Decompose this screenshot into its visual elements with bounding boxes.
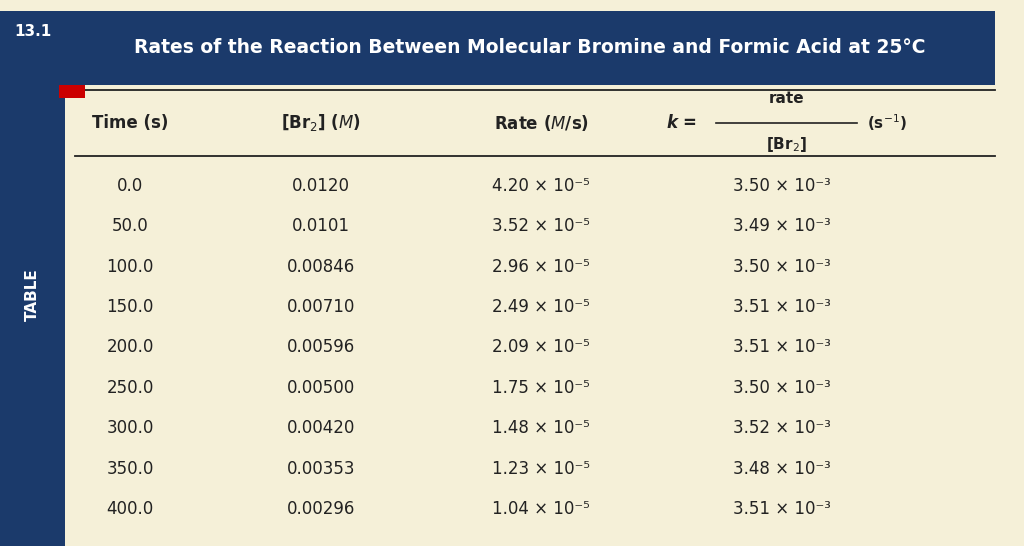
Text: 150.0: 150.0 bbox=[106, 298, 154, 316]
Text: 50.0: 50.0 bbox=[112, 217, 148, 235]
Text: (s$^{-1}$): (s$^{-1}$) bbox=[866, 112, 907, 133]
FancyBboxPatch shape bbox=[66, 85, 1002, 546]
Text: 200.0: 200.0 bbox=[106, 339, 154, 357]
Text: [Br$_2$] ($\it{M}$): [Br$_2$] ($\it{M}$) bbox=[281, 112, 360, 133]
Text: 3.48 × 10⁻³: 3.48 × 10⁻³ bbox=[733, 460, 830, 478]
Text: 3.50 × 10⁻³: 3.50 × 10⁻³ bbox=[733, 258, 830, 276]
Text: 350.0: 350.0 bbox=[106, 460, 154, 478]
Text: 4.20 × 10⁻⁵: 4.20 × 10⁻⁵ bbox=[493, 177, 590, 195]
Text: rate: rate bbox=[769, 91, 805, 106]
Text: [Br$_2$]: [Br$_2$] bbox=[766, 135, 807, 154]
Text: Time (s): Time (s) bbox=[92, 114, 169, 132]
Text: 250.0: 250.0 bbox=[106, 379, 154, 397]
Text: 3.51 × 10⁻³: 3.51 × 10⁻³ bbox=[732, 298, 830, 316]
Text: 0.00596: 0.00596 bbox=[287, 339, 354, 357]
Text: 100.0: 100.0 bbox=[106, 258, 154, 276]
Text: Rate ($\it{M}$/s): Rate ($\it{M}$/s) bbox=[494, 113, 589, 133]
Text: 1.75 × 10⁻⁵: 1.75 × 10⁻⁵ bbox=[493, 379, 590, 397]
FancyBboxPatch shape bbox=[0, 11, 66, 85]
Text: 3.49 × 10⁻³: 3.49 × 10⁻³ bbox=[733, 217, 830, 235]
Text: 13.1: 13.1 bbox=[14, 24, 51, 39]
Text: TABLE: TABLE bbox=[25, 269, 40, 321]
Text: 2.09 × 10⁻⁵: 2.09 × 10⁻⁵ bbox=[493, 339, 590, 357]
Text: 3.50 × 10⁻³: 3.50 × 10⁻³ bbox=[733, 177, 830, 195]
Text: 1.23 × 10⁻⁵: 1.23 × 10⁻⁵ bbox=[493, 460, 590, 478]
Text: 2.49 × 10⁻⁵: 2.49 × 10⁻⁵ bbox=[493, 298, 590, 316]
Text: 2.96 × 10⁻⁵: 2.96 × 10⁻⁵ bbox=[493, 258, 590, 276]
Text: 0.00353: 0.00353 bbox=[287, 460, 355, 478]
Text: $\bfit{k}$ =: $\bfit{k}$ = bbox=[667, 114, 697, 132]
Text: 0.00846: 0.00846 bbox=[287, 258, 354, 276]
Text: 0.00296: 0.00296 bbox=[287, 500, 355, 518]
Text: 3.52 × 10⁻⁵: 3.52 × 10⁻⁵ bbox=[493, 217, 590, 235]
FancyBboxPatch shape bbox=[66, 11, 995, 85]
Text: 1.04 × 10⁻⁵: 1.04 × 10⁻⁵ bbox=[493, 500, 590, 518]
Text: 0.00500: 0.00500 bbox=[287, 379, 354, 397]
Text: 300.0: 300.0 bbox=[106, 419, 154, 437]
Text: 400.0: 400.0 bbox=[106, 500, 154, 518]
Text: 0.0101: 0.0101 bbox=[292, 217, 349, 235]
Text: 0.0120: 0.0120 bbox=[292, 177, 349, 195]
FancyBboxPatch shape bbox=[0, 85, 66, 546]
Text: 0.00420: 0.00420 bbox=[287, 419, 355, 437]
Text: 1.48 × 10⁻⁵: 1.48 × 10⁻⁵ bbox=[493, 419, 590, 437]
Text: 3.52 × 10⁻³: 3.52 × 10⁻³ bbox=[732, 419, 830, 437]
Text: Rates of the Reaction Between Molecular Bromine and Formic Acid at 25°C: Rates of the Reaction Between Molecular … bbox=[134, 38, 926, 57]
Text: 3.51 × 10⁻³: 3.51 × 10⁻³ bbox=[732, 500, 830, 518]
Text: 3.51 × 10⁻³: 3.51 × 10⁻³ bbox=[732, 339, 830, 357]
FancyBboxPatch shape bbox=[58, 85, 85, 98]
Text: 3.50 × 10⁻³: 3.50 × 10⁻³ bbox=[733, 379, 830, 397]
Text: 0.0: 0.0 bbox=[117, 177, 143, 195]
Text: 0.00710: 0.00710 bbox=[287, 298, 355, 316]
